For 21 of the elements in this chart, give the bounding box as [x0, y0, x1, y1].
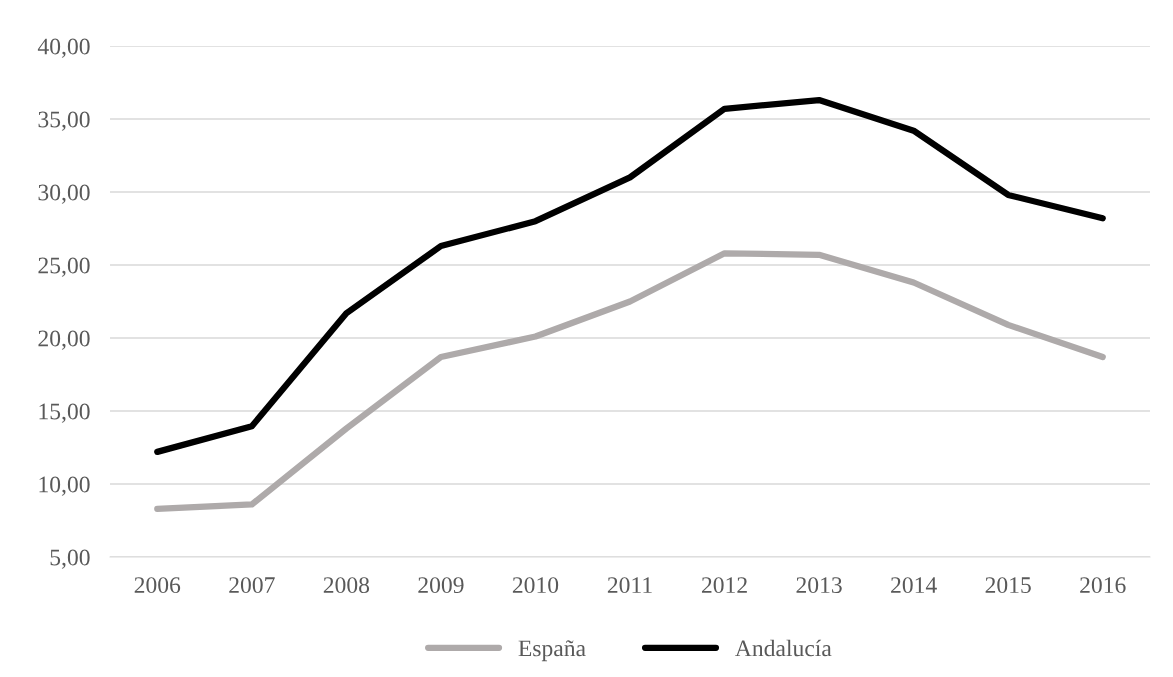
x-tick-label: 2016: [1080, 577, 1126, 594]
legend-label: España: [518, 640, 586, 662]
x-tick-label: 2014: [891, 577, 937, 594]
x-tick-label: 2015: [985, 577, 1031, 594]
x-tick-label: 2009: [418, 577, 464, 594]
y-tick-label: 15,00: [39, 403, 90, 423]
x-tick-label: 2011: [607, 577, 652, 594]
x-tick-label: 2012: [701, 577, 747, 594]
y-tick-label: 5,00: [50, 549, 90, 569]
legend-label: Andalucía: [735, 639, 832, 657]
y-tick-label: 10,00: [39, 476, 90, 496]
y-tick-label: 30,00: [38, 184, 90, 204]
x-tick-label: 2008: [323, 577, 370, 594]
y-tick-label: 35,00: [38, 111, 90, 131]
x-tick-label: 2006: [134, 577, 181, 594]
x-tick-label: 2010: [512, 577, 559, 594]
x-tick-label: 2013: [796, 577, 842, 594]
y-tick-label: 25,00: [38, 257, 90, 277]
y-tick-label: 40,00: [37, 38, 90, 58]
x-tick-label: 2007: [229, 577, 275, 594]
y-tick-label: 20,00: [38, 330, 90, 350]
